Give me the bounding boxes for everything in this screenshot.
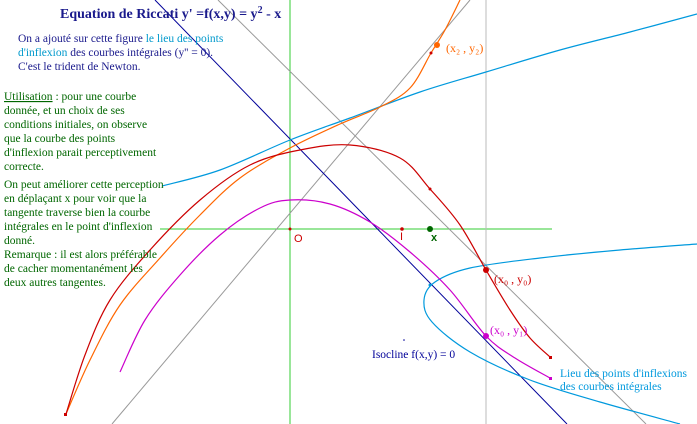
improve-line-1: On peut améliorer cette perception bbox=[4, 179, 164, 191]
usage-line-6: correcte. bbox=[4, 161, 44, 173]
point-orange-tip bbox=[429, 51, 433, 55]
usage-line-1: Utilisation : pour une courbe bbox=[4, 91, 136, 103]
page-title: Equation de Riccati y' =f(x,y) = y2 - x bbox=[60, 5, 281, 22]
inflexion-locus-lower-branch bbox=[423, 243, 697, 424]
improve-line-3: tangente traverse bien la courbe bbox=[4, 207, 150, 219]
usage-line-4: que la courbe des points bbox=[4, 133, 116, 145]
point-x0y0[interactable] bbox=[483, 267, 489, 273]
integral-curve-red bbox=[65, 144, 551, 415]
point-i bbox=[400, 227, 404, 231]
label-isocline: Isocline f(x,y) = 0 bbox=[372, 349, 455, 361]
point-x[interactable] bbox=[427, 226, 433, 232]
small-dot bbox=[403, 339, 405, 341]
isocline-line bbox=[154, 0, 568, 424]
remark-line-2: de cacher momentanément les bbox=[4, 263, 143, 275]
improve-line-2: en déplaçant x pour voir que la bbox=[4, 193, 146, 205]
intro-line-3: C'est le trident de Newton. bbox=[18, 61, 141, 73]
point-inflexion-locus bbox=[428, 283, 432, 287]
label-locus-line-1: Lieu des points d'inflexions bbox=[560, 368, 687, 380]
tangent-line-descending bbox=[217, 0, 647, 424]
label-origin: O bbox=[294, 233, 303, 245]
curve-end-orange bbox=[64, 413, 67, 416]
point-x2y2[interactable] bbox=[434, 42, 440, 48]
remark-line-1: Remarque : il est alors préférable bbox=[4, 249, 157, 261]
label-point-i: I bbox=[400, 231, 403, 243]
curve-end-magenta bbox=[549, 377, 552, 380]
point-inflexion-red bbox=[428, 187, 432, 191]
label-point-x: x bbox=[431, 232, 438, 244]
label-x0y0: (x₀ , y₀) bbox=[494, 272, 531, 286]
point-x0y1[interactable] bbox=[483, 333, 489, 339]
usage-line-5: d'inflexion parait perceptivement bbox=[4, 147, 157, 159]
intro-line-1: On a ajouté sur cette figure le lieu des… bbox=[18, 33, 224, 45]
remark-line-3: deux autres tangentes. bbox=[4, 277, 106, 289]
improve-line-5: donné. bbox=[4, 235, 35, 247]
curve-end-red bbox=[549, 356, 552, 359]
point-origin bbox=[288, 227, 292, 231]
intro-line-2: d'inflexion des courbes intégrales (y'' … bbox=[18, 47, 213, 59]
label-x0y1: (x₀ , y₁) bbox=[490, 323, 527, 337]
improve-line-4: intégrales en le point d'inflexion bbox=[4, 221, 153, 233]
usage-line-3: conditions initiales, on observe bbox=[4, 119, 147, 131]
tangent-line-steep bbox=[111, 0, 471, 424]
label-locus-line-2: des courbes intégrales bbox=[560, 381, 662, 393]
inflexion-locus-upper-branch bbox=[161, 13, 697, 187]
label-x2y2: (x₂ , y₂) bbox=[446, 41, 483, 55]
usage-line-2: donnée, et un choix de ses bbox=[4, 105, 125, 117]
